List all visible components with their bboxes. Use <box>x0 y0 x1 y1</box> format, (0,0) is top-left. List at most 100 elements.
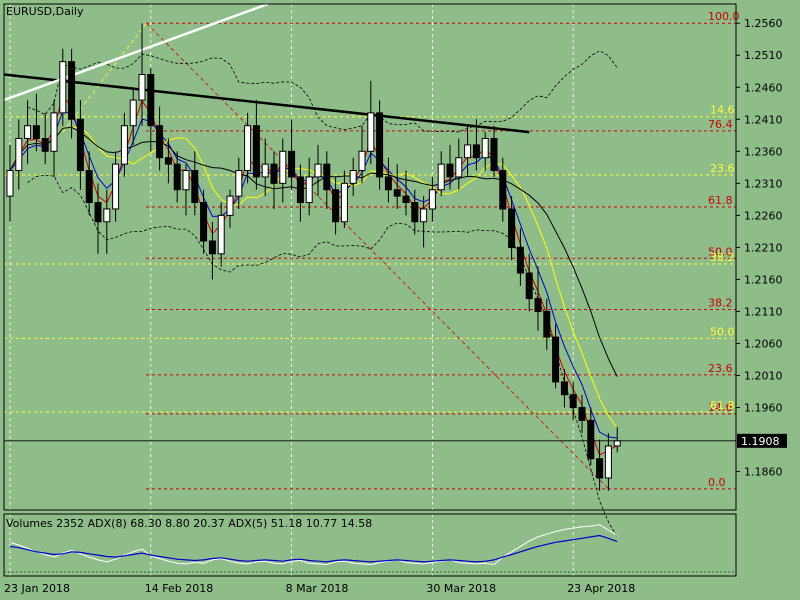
candle-body <box>323 163 331 191</box>
ma-black <box>9 126 618 377</box>
chart-grid <box>9 4 574 576</box>
bollinger-bands <box>27 50 618 538</box>
current-price-box <box>737 433 787 448</box>
y-tick-label: 1.2560 <box>744 17 783 30</box>
fib-red-label: 0.0 <box>708 476 726 489</box>
ma-blue <box>9 110 618 439</box>
candle-body <box>604 445 612 479</box>
bollinger-lower <box>27 174 618 538</box>
y-tick-label: 1.2260 <box>744 209 783 222</box>
y-tick-label: 1.2060 <box>744 337 783 350</box>
candle-body <box>340 182 348 223</box>
current-price-label: 1.1908 <box>741 435 780 448</box>
candle-body <box>112 163 120 210</box>
candle-body <box>182 170 190 191</box>
fib-yellow-label: 14.6 <box>710 104 735 117</box>
candle-body <box>578 407 586 421</box>
candle-body <box>200 202 208 242</box>
candle-body <box>516 246 524 274</box>
y-tick-label: 1.2160 <box>744 273 783 286</box>
candle-body <box>217 214 225 255</box>
candle-body <box>314 163 322 178</box>
candle-body <box>279 150 287 184</box>
candle-body <box>420 208 428 223</box>
candle-body <box>499 170 507 210</box>
fib-diagonal-yellow <box>62 22 147 133</box>
y-tick-label: 1.2510 <box>744 49 783 62</box>
x-tick-label: 8 Mar 2018 <box>286 582 349 595</box>
candle-body <box>543 310 551 338</box>
x-tick-label: 30 Mar 2018 <box>426 582 496 595</box>
candle-body <box>552 336 560 383</box>
candle-body <box>156 125 164 159</box>
candle-body <box>94 202 102 223</box>
candle-body <box>32 125 40 140</box>
candle-body <box>569 394 577 409</box>
candlesticks <box>6 23 621 491</box>
candle-body <box>411 202 419 223</box>
trend-lines <box>3 2 530 134</box>
indicator-panel <box>4 524 736 573</box>
chart-axes: 23 Jan 2018 14 Feb 2018 8 Mar 2018 30 Mar 2… <box>3 3 787 595</box>
candle-body <box>332 189 340 223</box>
candle-body <box>235 170 243 197</box>
candle-body <box>481 138 489 159</box>
candle-body <box>596 458 604 479</box>
candle-body <box>446 163 454 178</box>
x-tick-label: 14 Feb 2018 <box>145 582 213 595</box>
candle-body <box>50 112 58 152</box>
fibonacci-levels: 100.076.461.850.038.223.614.60.014.623.6… <box>4 10 740 490</box>
candle-body <box>164 157 172 165</box>
candle-body <box>261 163 269 178</box>
moving-averages <box>9 94 618 456</box>
main-frame <box>3 3 737 511</box>
candle-body <box>270 163 278 184</box>
candle-body <box>15 138 23 172</box>
candle-body <box>455 157 463 178</box>
bollinger-upper <box>27 50 618 133</box>
y-tick-label: 1.2310 <box>744 177 783 190</box>
fib-red-label: 50.0 <box>708 245 733 258</box>
y-tick-label: 1.2210 <box>744 241 783 254</box>
ma-yellow <box>9 126 618 429</box>
candle-body <box>296 176 304 204</box>
candle-body <box>587 419 595 460</box>
candle-body <box>244 125 252 172</box>
candle-body <box>534 298 542 312</box>
candle-body <box>428 189 436 210</box>
adx-blue-line <box>9 534 618 563</box>
candle-body <box>173 163 181 191</box>
candle-body <box>68 61 76 120</box>
y-tick-label: 1.2110 <box>744 305 783 318</box>
fib-red-label: 100.0 <box>708 10 740 23</box>
indicator-title: Volumes 2352 ADX(8) 68.30 8.80 20.37 ADX… <box>6 517 372 530</box>
candle-body <box>508 208 516 248</box>
candle-body <box>288 150 296 178</box>
x-tick-label: 23 Jan 2018 <box>4 582 70 595</box>
candle-body <box>191 170 199 204</box>
candle-body <box>402 195 410 204</box>
y-tick-label: 1.2360 <box>744 145 783 158</box>
fib-red-label: 38.2 <box>708 297 733 310</box>
fib-yellow-label: 38.2 <box>710 251 735 264</box>
candle-body <box>376 112 384 178</box>
fib-red-label: 76.4 <box>708 118 733 131</box>
candle-body <box>358 150 366 172</box>
candle-body <box>76 118 84 172</box>
candle-body <box>252 125 260 178</box>
candle-body <box>305 176 313 204</box>
y-tick-label: 1.1860 <box>744 466 783 479</box>
candle-body <box>129 99 137 127</box>
x-tick-label: 23 Apr 2018 <box>567 582 635 595</box>
y-tick-label: 1.2410 <box>744 113 783 126</box>
candle-body <box>490 138 498 172</box>
candle-body <box>59 61 67 114</box>
candle-body <box>103 208 111 223</box>
y-tick-label: 1.2460 <box>744 81 783 94</box>
candle-body <box>393 189 401 197</box>
candle-body <box>138 73 146 101</box>
candle-body <box>437 163 445 191</box>
fib-yellow-label: 23.6 <box>710 162 735 175</box>
candle-body <box>613 440 621 447</box>
adx-white-line <box>9 524 618 566</box>
